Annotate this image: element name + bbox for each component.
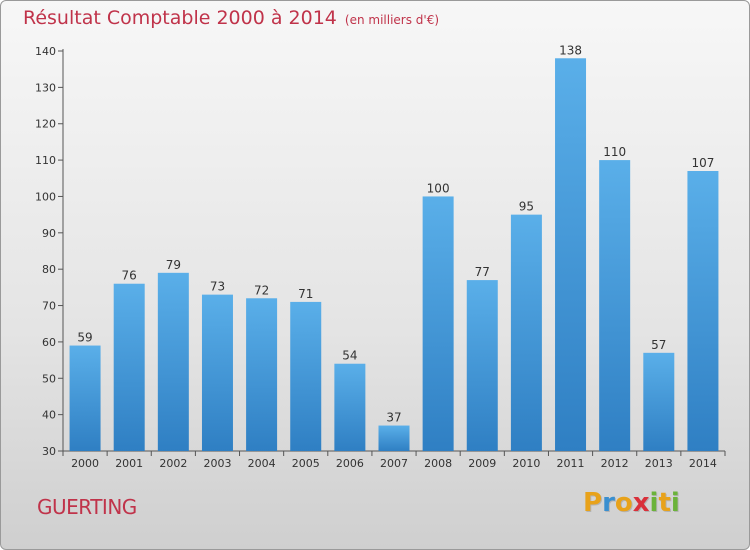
x-tick-label: 2013 <box>645 457 673 470</box>
logo-letter: i <box>649 488 659 518</box>
y-tick-label: 120 <box>35 118 56 131</box>
y-tick-label: 30 <box>42 445 56 458</box>
x-tick-label: 2001 <box>115 457 143 470</box>
x-tick-label: 2003 <box>203 457 231 470</box>
data-label-2008: 100 <box>427 181 450 195</box>
y-tick-label: 60 <box>42 336 56 349</box>
data-label-2013: 57 <box>651 338 666 352</box>
x-tick-label: 2004 <box>248 457 276 470</box>
x-tick-label: 2000 <box>71 457 99 470</box>
bar-2005 <box>290 301 322 451</box>
x-axis: 2000 2001 2002 2003 2004 2005 2006 2007 2008 2009… <box>62 450 726 470</box>
data-label-2004: 72 <box>254 283 269 297</box>
data-label-2002: 79 <box>166 258 181 272</box>
data-label-2012: 110 <box>603 145 626 159</box>
y-tick-label: 40 <box>42 409 56 422</box>
y-tick-label: 110 <box>35 154 56 167</box>
bar-2000 <box>69 345 101 451</box>
x-tick-label: 2002 <box>159 457 187 470</box>
data-label-2005: 71 <box>298 287 313 301</box>
bar-2013 <box>643 352 675 451</box>
x-tick-label: 2006 <box>336 457 364 470</box>
bar-2007 <box>378 425 410 451</box>
x-tick-label: 2009 <box>468 457 496 470</box>
logo-letter: t <box>658 488 671 518</box>
x-tick-label: 2012 <box>601 457 629 470</box>
y-tick-label: 80 <box>42 263 56 276</box>
y-tick-label: 50 <box>42 372 56 385</box>
chart-title-text: Résultat Comptable 2000 à 2014 <box>23 7 337 29</box>
chart-unit: (en milliers d'€) <box>344 13 440 27</box>
data-label-2010: 95 <box>519 200 534 214</box>
bar-2004 <box>246 298 278 451</box>
y-tick-label: 90 <box>42 227 56 240</box>
bar-2006 <box>334 363 366 451</box>
logo-letter: r <box>602 488 615 518</box>
data-label-2007: 37 <box>386 411 401 425</box>
y-tick-label: 140 <box>35 45 56 58</box>
data-label-2000: 59 <box>77 331 92 345</box>
logo-letter: o <box>614 488 633 518</box>
bar-2010 <box>510 214 542 451</box>
logo-letter: i <box>670 488 680 518</box>
x-tick-label: 2008 <box>424 457 452 470</box>
data-label-2014: 107 <box>691 156 714 170</box>
data-label-2011: 138 <box>559 43 582 57</box>
bar-2003 <box>201 294 233 451</box>
data-label-2003: 73 <box>210 280 225 294</box>
y-tick-label: 100 <box>35 190 56 203</box>
bar-2011 <box>555 58 587 451</box>
x-tick-label: 2011 <box>557 457 585 470</box>
bar-2009 <box>466 280 498 451</box>
x-tick-label: 2007 <box>380 457 408 470</box>
x-tick-label: 2014 <box>689 457 717 470</box>
data-label-2006: 54 <box>342 349 357 363</box>
y-tick-label: 70 <box>42 300 56 313</box>
y-tick-label: 130 <box>35 81 56 94</box>
data-label-2001: 76 <box>122 269 137 283</box>
bar-2002 <box>157 272 189 451</box>
bar-2012 <box>599 160 631 451</box>
logo-letter: x <box>632 488 650 518</box>
data-labels: 59 76 79 73 72 71 54 37 100 77 95 138 110 57 107 <box>77 43 714 424</box>
data-label-2009: 77 <box>475 265 490 279</box>
bar-2008 <box>422 196 454 451</box>
chart-title: Résultat Comptable 2000 à 2014 (en millie… <box>23 7 439 29</box>
bar-2014 <box>687 171 719 451</box>
y-axis: 30 40 50 60 70 80 90 100 110 120 130 140 <box>35 45 64 458</box>
proxiti-logo: Proxiti <box>583 488 680 518</box>
place-name: GUERTING <box>37 495 137 519</box>
x-tick-label: 2005 <box>292 457 320 470</box>
logo-letter: P <box>583 488 603 518</box>
bar-2001 <box>113 283 145 451</box>
x-tick-label: 2010 <box>512 457 540 470</box>
bars <box>69 58 719 451</box>
